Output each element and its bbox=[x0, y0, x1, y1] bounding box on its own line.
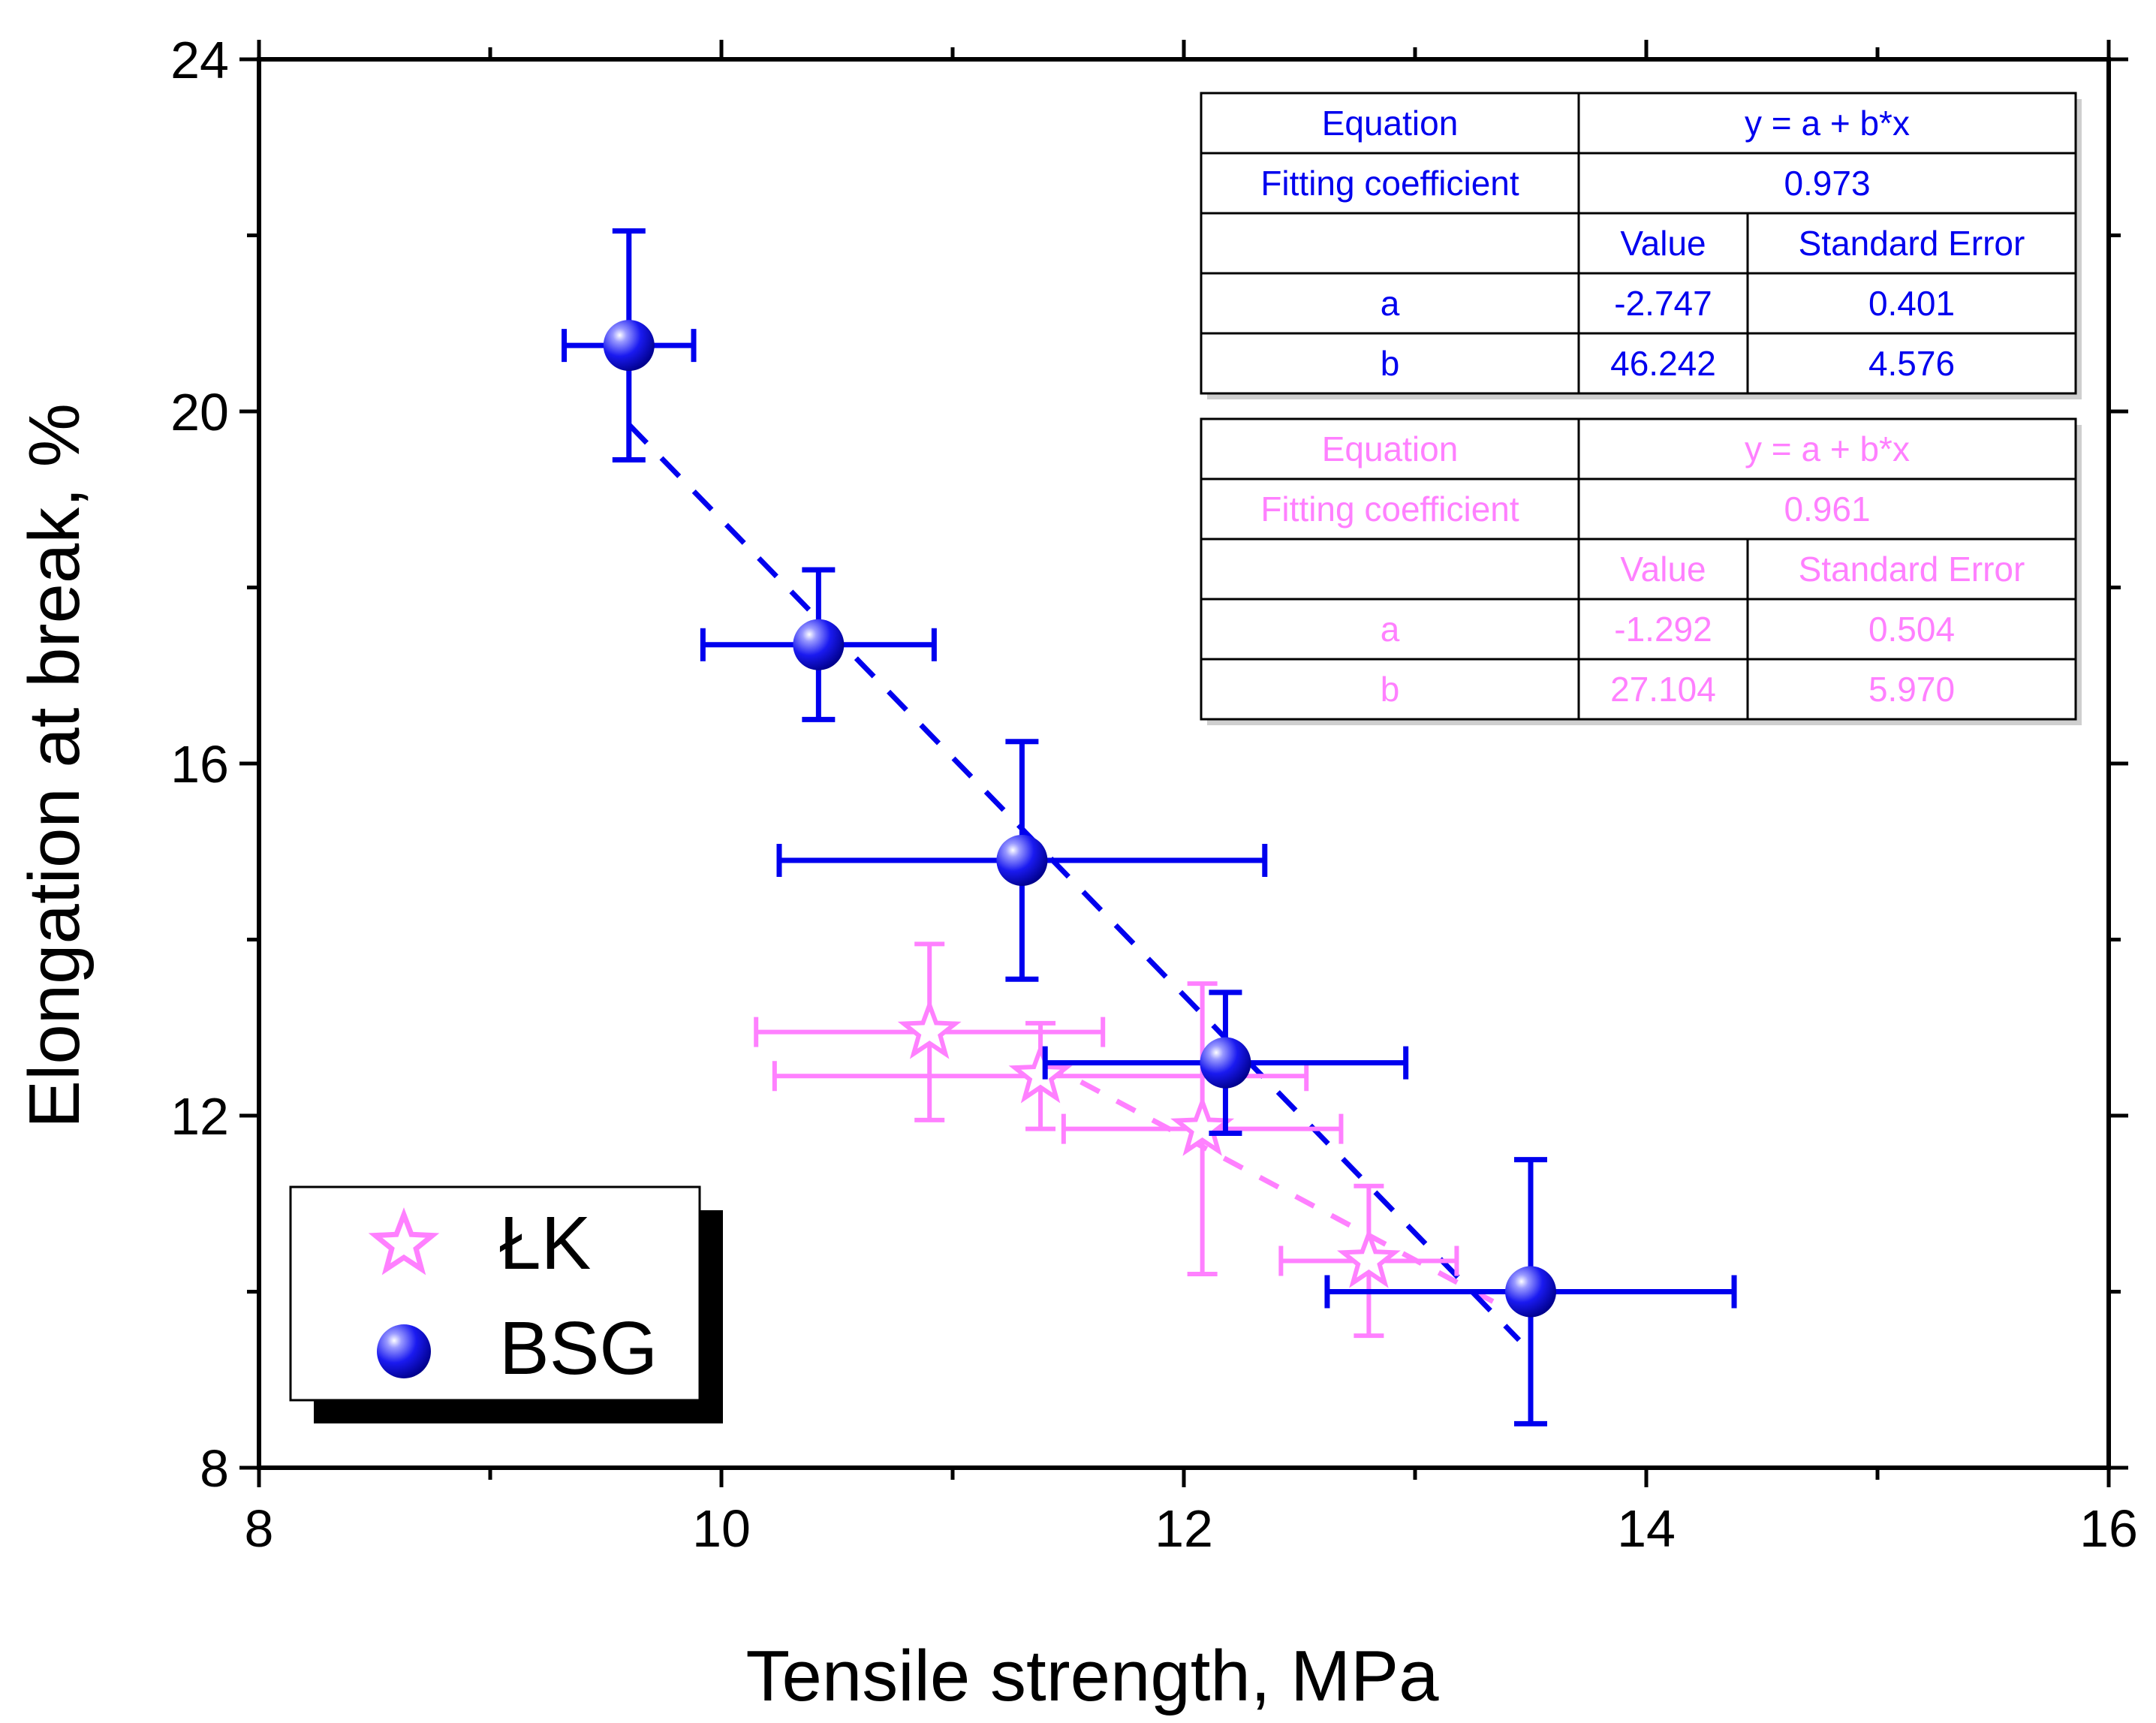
y-axis-title: Elongation at break, % bbox=[14, 403, 95, 1128]
lk-point bbox=[1278, 1183, 1459, 1339]
param-name: b bbox=[1381, 670, 1400, 709]
bsg-point bbox=[1042, 990, 1409, 1136]
data-points bbox=[562, 228, 1737, 1426]
sphere-marker bbox=[1200, 1037, 1251, 1089]
param-error: 4.576 bbox=[1868, 344, 1955, 383]
x-axis-title: Tensile strength, MPa bbox=[745, 1636, 1439, 1716]
y-tick-label: 8 bbox=[200, 1439, 229, 1498]
table-border bbox=[1200, 417, 2077, 721]
y-tick-label: 12 bbox=[170, 1087, 229, 1146]
y-tick-label: 20 bbox=[170, 383, 229, 441]
star-marker bbox=[1170, 1095, 1235, 1156]
x-tick-label: 14 bbox=[1617, 1499, 1676, 1558]
legend-label-bsg: BSG bbox=[499, 1306, 658, 1390]
fitting-coefficient-label: Fitting coefficient bbox=[1260, 489, 1519, 529]
x-tick-label: 12 bbox=[1155, 1499, 1213, 1558]
standard-error-header: Standard Error bbox=[1799, 224, 2025, 263]
table-border bbox=[1200, 92, 2077, 395]
param-name: b bbox=[1381, 344, 1400, 383]
y-tick-label: 24 bbox=[170, 31, 229, 89]
param-value: 46.242 bbox=[1610, 344, 1716, 383]
sphere-marker bbox=[1505, 1266, 1556, 1318]
param-value: -2.747 bbox=[1614, 284, 1712, 323]
equation-label: Equation bbox=[1322, 104, 1459, 143]
equation-value: y = a + b*x bbox=[1745, 429, 1910, 468]
bsg-point bbox=[1324, 1157, 1737, 1426]
equation-label: Equation bbox=[1322, 429, 1459, 468]
fit-lines bbox=[627, 423, 1522, 1342]
param-error: 5.970 bbox=[1868, 670, 1955, 709]
param-value: 27.104 bbox=[1610, 670, 1716, 709]
sphere-icon bbox=[377, 1324, 431, 1378]
star-marker bbox=[897, 998, 962, 1059]
fit-tables: Equation y = a + b*x Fitting coefficient 0.… bbox=[1200, 92, 2082, 725]
fit-table-bsg: Equation y = a + b*x Fitting coefficient 0.… bbox=[1200, 92, 2082, 399]
param-error: 0.504 bbox=[1868, 610, 1955, 649]
param-value: -1.292 bbox=[1614, 610, 1712, 649]
star-marker bbox=[1008, 1042, 1073, 1104]
fit-line-lk bbox=[1043, 1060, 1509, 1312]
axis-ticks: 8 10 12 14 16 8 12 16 20 24 bbox=[170, 31, 2138, 1558]
legend-markers bbox=[368, 1207, 440, 1378]
param-error: 0.401 bbox=[1868, 284, 1955, 323]
y-tick-label: 16 bbox=[170, 735, 229, 794]
star-icon bbox=[368, 1207, 440, 1276]
bsg-point bbox=[562, 228, 697, 462]
lk-point bbox=[1061, 981, 1344, 1277]
param-name: a bbox=[1381, 610, 1400, 649]
sphere-marker bbox=[996, 834, 1048, 886]
bsg-point bbox=[776, 739, 1268, 982]
legend-box bbox=[289, 1185, 701, 1402]
value-header: Value bbox=[1620, 224, 1706, 263]
lk-point bbox=[754, 941, 1106, 1122]
x-tick-label: 16 bbox=[2079, 1499, 2138, 1558]
fitting-coefficient-value: 0.973 bbox=[1784, 164, 1870, 203]
x-tick-label: 8 bbox=[245, 1499, 274, 1558]
fitting-coefficient-value: 0.961 bbox=[1784, 489, 1870, 529]
legend-label-lk: ŁK bbox=[499, 1201, 591, 1285]
equation-value: y = a + b*x bbox=[1745, 104, 1910, 143]
param-name: a bbox=[1381, 284, 1400, 323]
value-header: Value bbox=[1620, 550, 1706, 589]
x-tick-label: 10 bbox=[692, 1499, 751, 1558]
bsg-point bbox=[700, 567, 937, 722]
star-marker bbox=[1337, 1227, 1401, 1288]
legend: ŁK BSG bbox=[289, 1185, 723, 1423]
fit-table-lk: Equation y = a + b*x Fitting coefficient 0.… bbox=[1200, 417, 2082, 725]
standard-error-header: Standard Error bbox=[1799, 550, 2025, 589]
fitting-coefficient-label: Fitting coefficient bbox=[1260, 164, 1519, 203]
sphere-marker bbox=[603, 320, 655, 372]
sphere-marker bbox=[793, 619, 845, 670]
